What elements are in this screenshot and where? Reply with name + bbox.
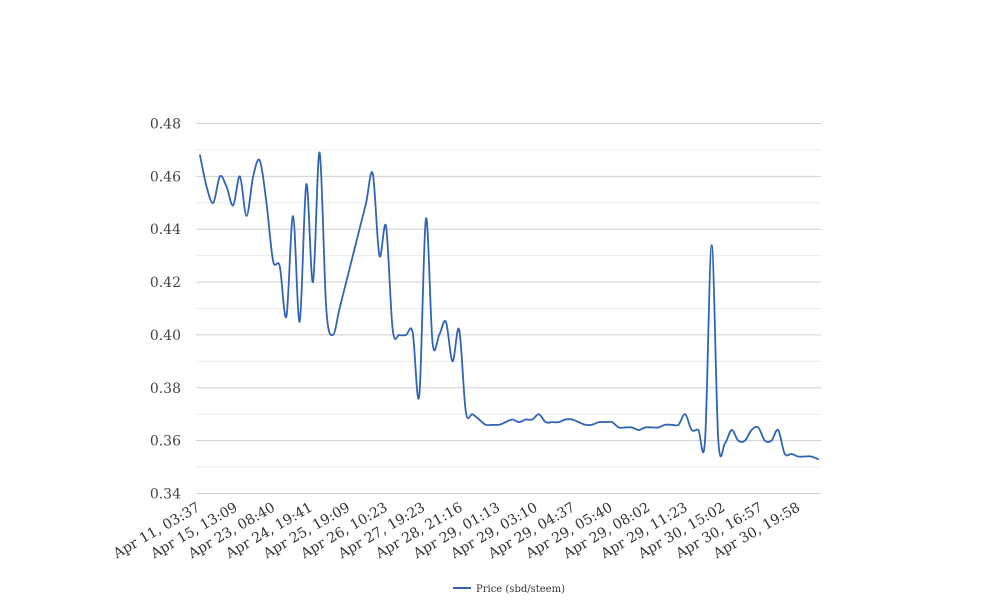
y-tick-label: 0.34 [150,487,181,503]
y-tick-label: 0.40 [150,328,181,344]
legend[interactable]: Price (sbd/steem) [453,584,565,595]
y-tick-label: 0.46 [150,169,181,185]
y-tick-label: 0.48 [150,117,181,133]
legend-label-price: Price (sbd/steem) [476,584,565,595]
series-group [199,151,819,461]
y-tick-label: 0.36 [150,434,181,450]
series-line-price [199,151,819,461]
y-tick-label: 0.44 [150,222,181,238]
gridlines [196,123,821,494]
y-axis-tick-labels: 0.34 0.36 0.38 0.40 0.42 0.44 0.46 0.48 [150,117,181,503]
y-tick-label: 0.38 [150,381,181,397]
y-tick-label: 0.42 [150,275,181,291]
